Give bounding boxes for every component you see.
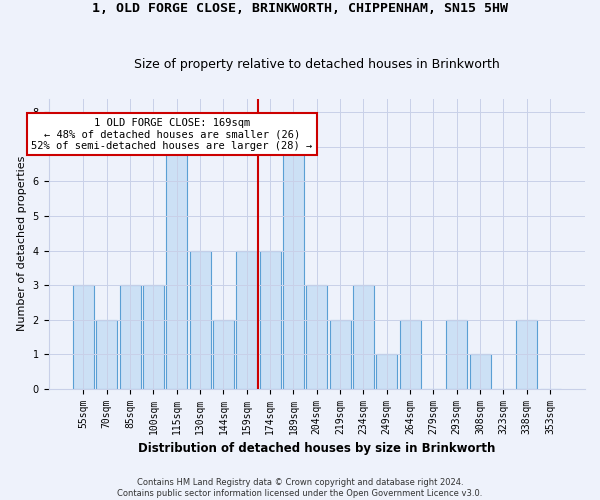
Bar <box>260 250 281 388</box>
Bar <box>446 320 467 388</box>
Text: Contains HM Land Registry data © Crown copyright and database right 2024.
Contai: Contains HM Land Registry data © Crown c… <box>118 478 482 498</box>
Bar <box>376 354 397 388</box>
Bar <box>353 285 374 389</box>
Bar <box>96 320 117 388</box>
Bar <box>329 320 350 388</box>
Bar <box>213 320 234 388</box>
X-axis label: Distribution of detached houses by size in Brinkworth: Distribution of detached houses by size … <box>138 442 496 455</box>
Bar <box>143 285 164 389</box>
Title: Size of property relative to detached houses in Brinkworth: Size of property relative to detached ho… <box>134 58 500 71</box>
Bar <box>283 147 304 388</box>
Bar <box>190 250 211 388</box>
Y-axis label: Number of detached properties: Number of detached properties <box>17 156 27 332</box>
Text: 1 OLD FORGE CLOSE: 169sqm
← 48% of detached houses are smaller (26)
52% of semi-: 1 OLD FORGE CLOSE: 169sqm ← 48% of detac… <box>31 118 313 151</box>
Bar <box>306 285 327 389</box>
Bar <box>119 285 140 389</box>
Bar <box>516 320 537 388</box>
Bar <box>236 250 257 388</box>
Bar <box>166 147 187 388</box>
Bar <box>400 320 421 388</box>
Text: 1, OLD FORGE CLOSE, BRINKWORTH, CHIPPENHAM, SN15 5HW: 1, OLD FORGE CLOSE, BRINKWORTH, CHIPPENH… <box>92 2 508 16</box>
Bar <box>470 354 491 388</box>
Bar <box>73 285 94 389</box>
